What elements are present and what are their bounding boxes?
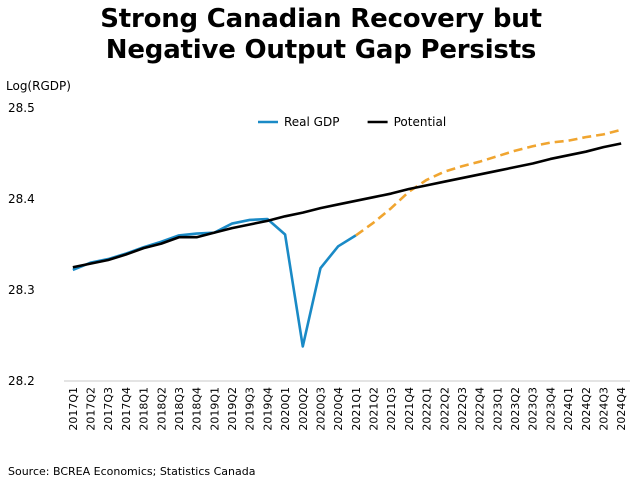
x-tick-label: 2018Q4 xyxy=(191,387,204,431)
x-tick-label: 2022Q1 xyxy=(421,387,434,431)
x-tick-label: 2024Q3 xyxy=(597,387,610,431)
x-tick-label: 2019Q2 xyxy=(226,387,239,431)
chart-title-line1: Strong Canadian Recovery but xyxy=(100,4,542,34)
x-tick-label: 2023Q1 xyxy=(491,387,504,431)
x-tick-label: 2017Q4 xyxy=(120,387,133,431)
chart-title: Strong Canadian Recovery but Negative Ou… xyxy=(0,4,642,66)
x-tick-label: 2021Q1 xyxy=(350,387,363,431)
legend-label: Real GDP xyxy=(284,115,339,129)
chart-title-line2: Negative Output Gap Persists xyxy=(105,35,537,65)
x-tick-label: 2022Q3 xyxy=(456,387,469,431)
legend-label: Potential xyxy=(394,115,447,129)
x-tick-label: 2023Q4 xyxy=(544,387,557,431)
x-tick-label: 2017Q3 xyxy=(102,387,115,431)
x-tick-label: 2024Q4 xyxy=(615,387,628,431)
x-tick-label: 2024Q1 xyxy=(562,387,575,431)
x-tick-label: 2018Q3 xyxy=(173,387,186,431)
y-tick-label: 28.4 xyxy=(8,192,35,206)
y-tick-label: 28.3 xyxy=(8,283,35,297)
y-tick-label: 28.2 xyxy=(8,374,35,388)
series-line xyxy=(72,142,622,269)
x-tick-label: 2019Q3 xyxy=(244,387,257,431)
x-tick-label: 2019Q1 xyxy=(208,387,221,431)
y-axis-label: Log(RGDP) xyxy=(6,79,71,93)
x-tick-label: 2022Q4 xyxy=(474,387,487,431)
x-tick-label: 2021Q3 xyxy=(385,387,398,431)
x-tick-label: 2023Q2 xyxy=(509,387,522,431)
source-note: Source: BCREA Economics; Statistics Cana… xyxy=(8,465,256,478)
series-line xyxy=(72,217,357,348)
x-tick-label: 2020Q1 xyxy=(279,387,292,431)
x-tick-label: 2020Q3 xyxy=(314,387,327,431)
x-tick-label: 2018Q1 xyxy=(138,387,151,431)
x-tick-label: 2018Q2 xyxy=(155,387,168,431)
x-tick-label: 2022Q2 xyxy=(438,387,451,431)
x-tick-label: 2023Q3 xyxy=(527,387,540,431)
x-tick-label: 2020Q2 xyxy=(297,387,310,431)
x-tick-label: 2020Q4 xyxy=(332,387,345,431)
series-line xyxy=(355,128,622,237)
x-tick-label: 2021Q4 xyxy=(403,387,416,431)
x-tick-label: 2024Q2 xyxy=(580,387,593,431)
x-tick-label: 2019Q4 xyxy=(261,387,274,431)
x-tick-label: 2017Q2 xyxy=(85,387,98,431)
x-tick-label: 2017Q1 xyxy=(67,387,80,431)
x-tick-label: 2021Q2 xyxy=(368,387,381,431)
y-tick-label: 28.5 xyxy=(8,101,35,115)
